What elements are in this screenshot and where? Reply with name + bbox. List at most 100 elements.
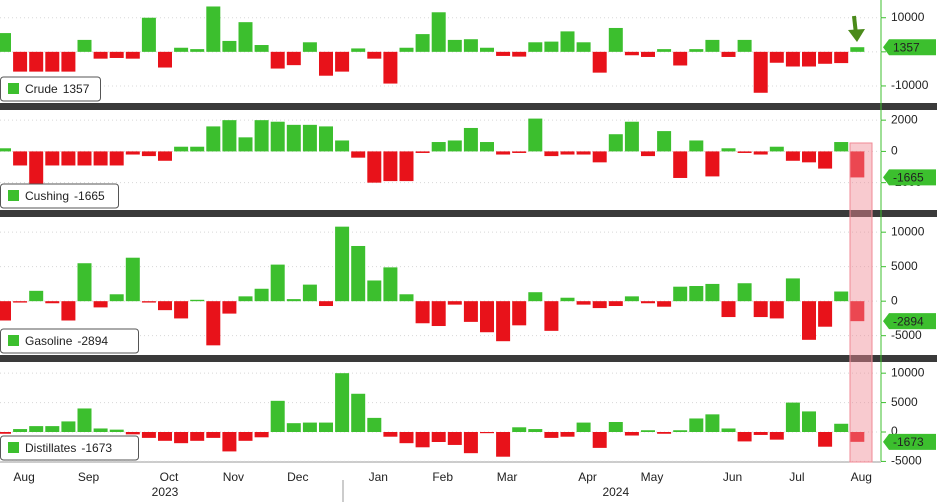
last-value-box	[883, 39, 936, 56]
bar	[206, 432, 221, 438]
bar	[13, 429, 28, 432]
bar	[367, 280, 382, 302]
bar	[463, 39, 478, 52]
bar	[721, 148, 736, 152]
bar	[480, 301, 494, 333]
bar	[528, 292, 543, 302]
bar	[608, 422, 623, 432]
last-value-label: -2894	[893, 314, 924, 328]
bar	[319, 422, 333, 432]
bar	[447, 432, 462, 445]
bar	[528, 118, 543, 152]
y-tick-label: 2000	[891, 112, 918, 126]
arrow-head	[848, 29, 865, 42]
x-tick-label: Jun	[723, 470, 742, 484]
bar	[592, 151, 607, 163]
bar	[45, 151, 60, 166]
bar	[785, 51, 800, 67]
bar	[802, 51, 816, 67]
bar	[77, 39, 92, 52]
bar	[850, 432, 865, 442]
bar	[190, 49, 205, 52]
x-tick-label: Mar	[497, 470, 518, 484]
bar	[351, 48, 366, 52]
bar	[463, 301, 478, 322]
bar	[560, 151, 575, 155]
bar	[335, 140, 350, 152]
bar	[0, 148, 11, 152]
legend-swatch	[8, 190, 19, 201]
bar	[174, 146, 189, 152]
legend-name: Crude	[25, 82, 58, 96]
bar	[721, 428, 736, 432]
bar	[624, 51, 639, 56]
x-tick-label: Sep	[78, 470, 100, 484]
year-label: 2024	[602, 485, 629, 499]
bar	[109, 429, 124, 432]
bar	[109, 294, 124, 302]
bar	[399, 47, 414, 52]
bar	[45, 426, 60, 432]
bar	[560, 432, 575, 437]
bar	[254, 45, 269, 52]
bar	[13, 51, 28, 72]
bar	[785, 151, 800, 161]
bar	[351, 245, 366, 302]
bar	[383, 432, 398, 437]
bar	[45, 51, 60, 72]
bar	[302, 124, 317, 152]
legend-box	[0, 183, 119, 209]
bar	[447, 39, 462, 52]
x-tick-label: Feb	[432, 470, 453, 484]
bar	[431, 432, 446, 442]
panel-separator	[0, 103, 937, 110]
bar	[673, 51, 688, 66]
bar	[818, 51, 833, 64]
bar	[850, 301, 865, 322]
bar	[753, 51, 768, 93]
bar	[560, 31, 575, 52]
bar	[319, 126, 333, 152]
bar	[802, 151, 816, 163]
bar	[125, 151, 140, 155]
last-value-box	[883, 169, 936, 186]
bar	[190, 432, 205, 441]
last-value-label: -1665	[893, 171, 924, 185]
bar	[496, 151, 511, 155]
bar	[270, 264, 285, 302]
bar	[174, 47, 189, 52]
bar	[431, 142, 446, 152]
bar	[367, 51, 382, 59]
bar	[399, 151, 414, 182]
bar	[496, 51, 511, 56]
bar	[592, 301, 607, 309]
bar	[77, 263, 92, 302]
bar	[174, 432, 189, 444]
legend-swatch	[8, 83, 19, 94]
y-tick-label: 0	[891, 424, 898, 438]
bar	[13, 151, 28, 166]
bar	[769, 51, 784, 63]
bar	[335, 373, 350, 432]
bar	[270, 51, 285, 69]
bar	[641, 51, 655, 57]
bar	[447, 301, 462, 305]
bar	[367, 151, 382, 183]
bar	[125, 432, 140, 435]
bar	[592, 432, 607, 448]
bar	[319, 301, 333, 307]
bar	[624, 121, 639, 152]
x-tick-label: May	[641, 470, 664, 484]
bar	[29, 426, 44, 432]
bar	[61, 151, 76, 166]
bar	[737, 39, 752, 52]
bar	[834, 423, 849, 432]
bar	[335, 226, 350, 302]
bar	[238, 296, 253, 302]
bar	[834, 51, 849, 64]
legend-swatch	[8, 442, 19, 453]
bar	[512, 427, 527, 432]
legend-box	[0, 76, 101, 102]
bar	[158, 151, 172, 161]
